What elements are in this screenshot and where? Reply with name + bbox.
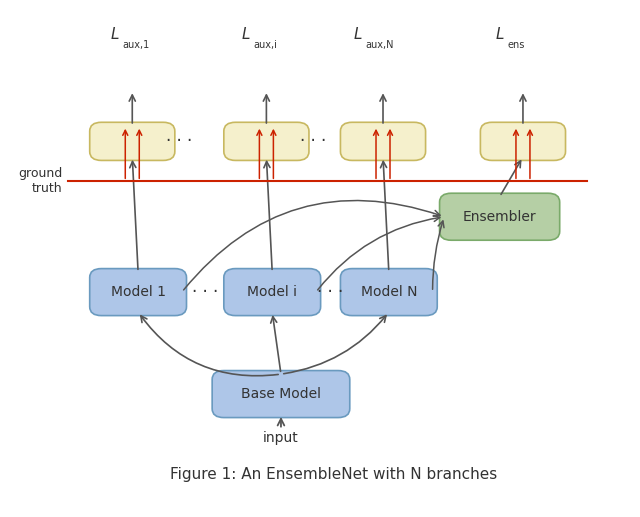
Text: · · ·: · · · — [166, 132, 192, 150]
Text: L: L — [241, 26, 250, 41]
Text: Model 1: Model 1 — [111, 285, 166, 299]
Text: · · ·: · · · — [192, 283, 218, 301]
Text: L: L — [111, 26, 119, 41]
FancyBboxPatch shape — [224, 269, 321, 315]
Text: Base Model: Base Model — [241, 387, 321, 401]
Text: Figure 1: An EnsembleNet with N branches: Figure 1: An EnsembleNet with N branches — [170, 467, 497, 482]
Text: ground
truth: ground truth — [18, 168, 62, 195]
Text: · · ·: · · · — [317, 283, 344, 301]
Text: L: L — [495, 26, 504, 41]
FancyBboxPatch shape — [212, 371, 350, 418]
Text: L: L — [354, 26, 362, 41]
FancyBboxPatch shape — [481, 123, 566, 160]
Text: · · ·: · · · — [300, 132, 326, 150]
Text: input: input — [263, 431, 299, 446]
Text: aux,N: aux,N — [365, 40, 394, 51]
FancyBboxPatch shape — [340, 269, 437, 315]
FancyBboxPatch shape — [440, 193, 560, 240]
Text: Model i: Model i — [247, 285, 297, 299]
FancyBboxPatch shape — [224, 123, 309, 160]
Text: aux,i: aux,i — [253, 40, 277, 51]
Text: aux,1: aux,1 — [122, 40, 150, 51]
Text: Model N: Model N — [360, 285, 417, 299]
Text: ens: ens — [508, 40, 525, 51]
FancyBboxPatch shape — [90, 123, 175, 160]
FancyBboxPatch shape — [90, 269, 186, 315]
Text: Ensembler: Ensembler — [463, 210, 536, 224]
FancyBboxPatch shape — [340, 123, 426, 160]
